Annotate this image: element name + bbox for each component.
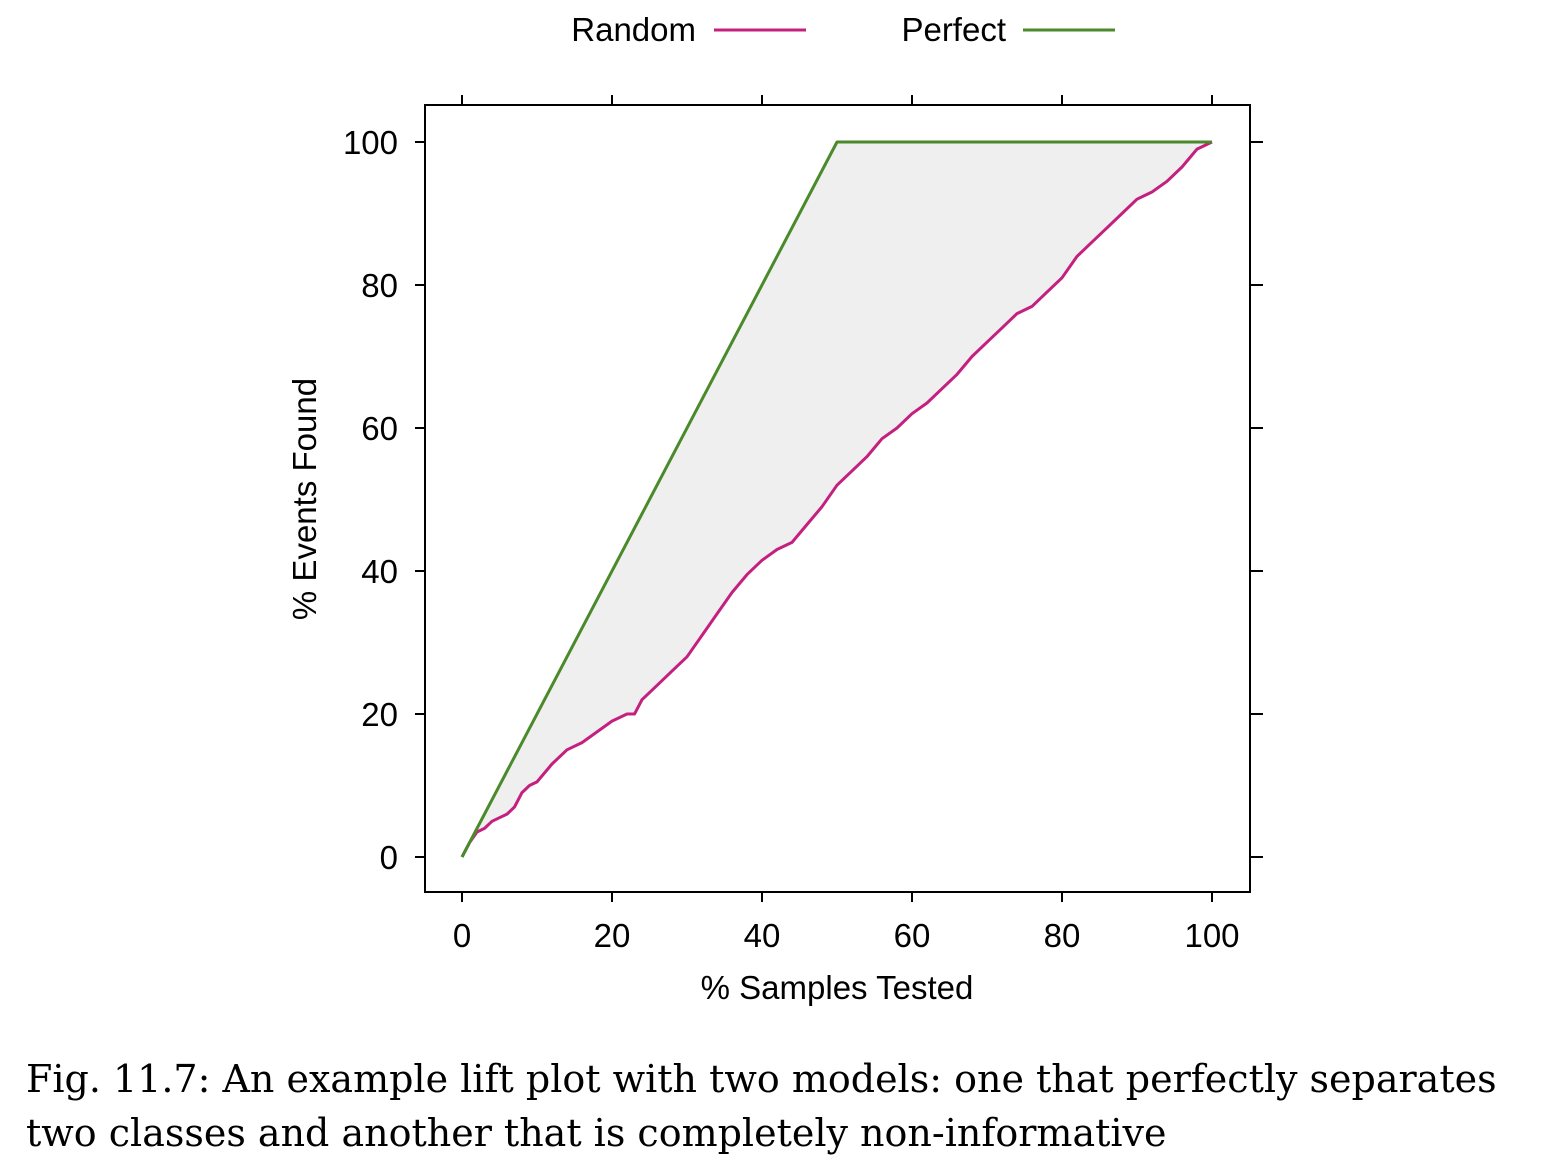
y-tick-label-0: 0 xyxy=(380,839,398,876)
x-tick-label-80: 80 xyxy=(1044,917,1081,954)
y-tick-label-80: 80 xyxy=(361,267,398,304)
y-tick-label-20: 20 xyxy=(361,696,398,733)
y-tick-label-60: 60 xyxy=(361,410,398,447)
x-tick-label-20: 20 xyxy=(594,917,631,954)
series-line-perfect xyxy=(460,140,1212,858)
y-axis-label: % Events Found xyxy=(286,378,323,620)
lift-area-shading xyxy=(462,142,1212,857)
lift-plot: Random Perfect 0 20 40 60 80 100 0 20 40 60 80 100… xyxy=(286,11,1263,1006)
x-axis-label: % Samples Tested xyxy=(701,969,974,1006)
x-tick-label-40: 40 xyxy=(744,917,781,954)
x-tick-label-100: 100 xyxy=(1184,917,1239,954)
legend-label-perfect: Perfect xyxy=(901,11,1006,48)
figure-caption: Fig. 11.7: An example lift plot with two… xyxy=(26,1057,1497,1155)
y-tick-label-40: 40 xyxy=(361,553,398,590)
y-axis: 0 20 40 60 80 100 xyxy=(343,124,1263,876)
legend: Random Perfect xyxy=(571,11,1115,48)
x-tick-label-60: 60 xyxy=(894,917,931,954)
series-line-random xyxy=(460,140,1213,858)
legend-label-random: Random xyxy=(571,11,696,48)
plot-frame xyxy=(424,104,1251,893)
x-tick-label-0: 0 xyxy=(453,917,471,954)
y-tick-label-100: 100 xyxy=(343,124,398,161)
x-axis: 0 20 40 60 80 100 xyxy=(453,95,1240,954)
